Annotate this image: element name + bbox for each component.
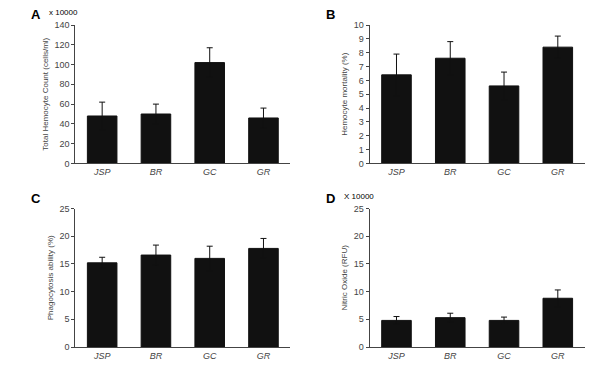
svg-text:80: 80 (59, 79, 69, 89)
svg-text:BR: BR (444, 351, 457, 361)
svg-text:GC: GC (203, 351, 217, 361)
svg-text:20: 20 (59, 139, 69, 149)
svg-text:B: B (326, 7, 335, 22)
svg-text:7: 7 (359, 62, 364, 72)
svg-text:JSP: JSP (93, 167, 111, 177)
svg-text:15: 15 (354, 259, 364, 269)
svg-text:10: 10 (59, 287, 69, 297)
svg-text:9: 9 (359, 34, 364, 44)
svg-text:8: 8 (359, 48, 364, 58)
svg-text:25: 25 (354, 204, 364, 214)
svg-text:20: 20 (59, 231, 69, 241)
svg-text:GC: GC (497, 167, 511, 177)
svg-text:0: 0 (64, 159, 69, 169)
svg-text:GC: GC (203, 167, 217, 177)
svg-text:Nitric Oxide (RFU): Nitric Oxide (RFU) (340, 245, 349, 311)
svg-text:x 10000: x 10000 (49, 8, 78, 17)
svg-text:C: C (31, 191, 41, 206)
svg-text:BR: BR (150, 167, 163, 177)
svg-text:A: A (31, 7, 41, 22)
svg-text:JSP: JSP (387, 351, 405, 361)
svg-text:60: 60 (59, 99, 69, 109)
svg-text:GR: GR (257, 351, 271, 361)
svg-text:Total Hemocyte Count (cells/ml: Total Hemocyte Count (cells/ml) (41, 37, 50, 150)
svg-text:10: 10 (354, 20, 364, 30)
svg-text:JSP: JSP (387, 167, 405, 177)
svg-text:2: 2 (359, 131, 364, 141)
svg-text:15: 15 (59, 259, 69, 269)
svg-text:5: 5 (359, 314, 364, 324)
svg-text:0: 0 (64, 342, 69, 352)
svg-text:BR: BR (150, 351, 163, 361)
svg-text:4: 4 (359, 103, 364, 113)
svg-text:BR: BR (444, 167, 457, 177)
svg-text:3: 3 (359, 117, 364, 127)
svg-text:Phagocytosis ability (%): Phagocytosis ability (%) (46, 235, 55, 320)
svg-text:5: 5 (64, 314, 69, 324)
svg-text:D: D (326, 191, 335, 206)
svg-text:10: 10 (354, 287, 364, 297)
svg-text:120: 120 (54, 40, 69, 50)
svg-text:0: 0 (359, 159, 364, 169)
svg-text:X 10000: X 10000 (344, 192, 374, 201)
svg-text:GR: GR (551, 351, 565, 361)
svg-text:20: 20 (354, 231, 364, 241)
svg-text:40: 40 (59, 119, 69, 129)
svg-text:1: 1 (359, 145, 364, 155)
svg-text:JSP: JSP (93, 351, 111, 361)
svg-text:GC: GC (497, 351, 511, 361)
svg-text:100: 100 (54, 60, 69, 70)
svg-text:Hemocyte mortality (%): Hemocyte mortality (%) (340, 52, 349, 135)
svg-text:0: 0 (359, 342, 364, 352)
svg-text:6: 6 (359, 76, 364, 86)
svg-text:140: 140 (54, 20, 69, 30)
svg-text:GR: GR (257, 167, 271, 177)
svg-text:25: 25 (59, 204, 69, 214)
svg-text:GR: GR (551, 167, 565, 177)
svg-text:5: 5 (359, 89, 364, 99)
